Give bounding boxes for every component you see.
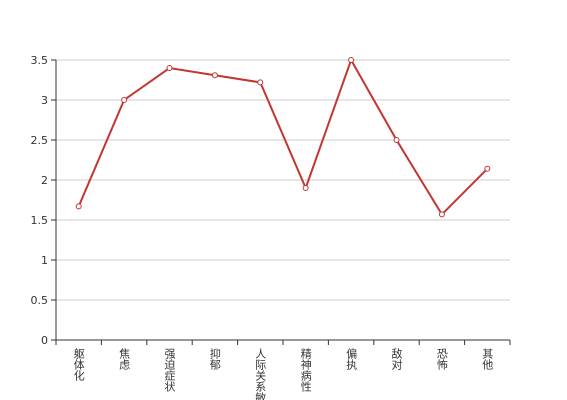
- x-tick-label: 精神病性: [299, 348, 312, 393]
- x-tick-label: 强迫症状: [163, 348, 176, 392]
- point: [484, 165, 491, 172]
- x-tick-label: 恐怖: [435, 348, 448, 370]
- x-tick-label: 抑郁: [208, 347, 221, 370]
- y-tick-label: 1.5: [31, 214, 49, 227]
- y-tick-label: 2: [41, 174, 48, 187]
- y-tick-label: 0.5: [31, 294, 49, 307]
- x-tick-label: 偏执: [345, 347, 358, 371]
- point: [302, 185, 309, 191]
- point: [166, 65, 173, 71]
- y-tick-label: 0: [41, 334, 48, 347]
- y-tick-label: 1: [41, 254, 48, 267]
- x-tick-label: 躯体化: [72, 348, 85, 382]
- point: [211, 72, 218, 79]
- y-tick-label: 3.5: [31, 54, 49, 67]
- y-tick-label: 2.5: [31, 134, 49, 147]
- x-tick-label: 其他: [481, 348, 494, 370]
- y-tick-label: 3: [41, 94, 48, 107]
- point: [257, 79, 264, 86]
- x-tick-label: 敌对: [390, 347, 403, 370]
- point: [348, 57, 355, 63]
- x-tick-label: 焦虑: [118, 348, 131, 370]
- point: [393, 137, 400, 143]
- point: [75, 203, 82, 210]
- point: [121, 97, 128, 103]
- point: [438, 211, 445, 218]
- x-tick-label: 人际关系敏感: [254, 348, 267, 400]
- line: [77, 57, 489, 217]
